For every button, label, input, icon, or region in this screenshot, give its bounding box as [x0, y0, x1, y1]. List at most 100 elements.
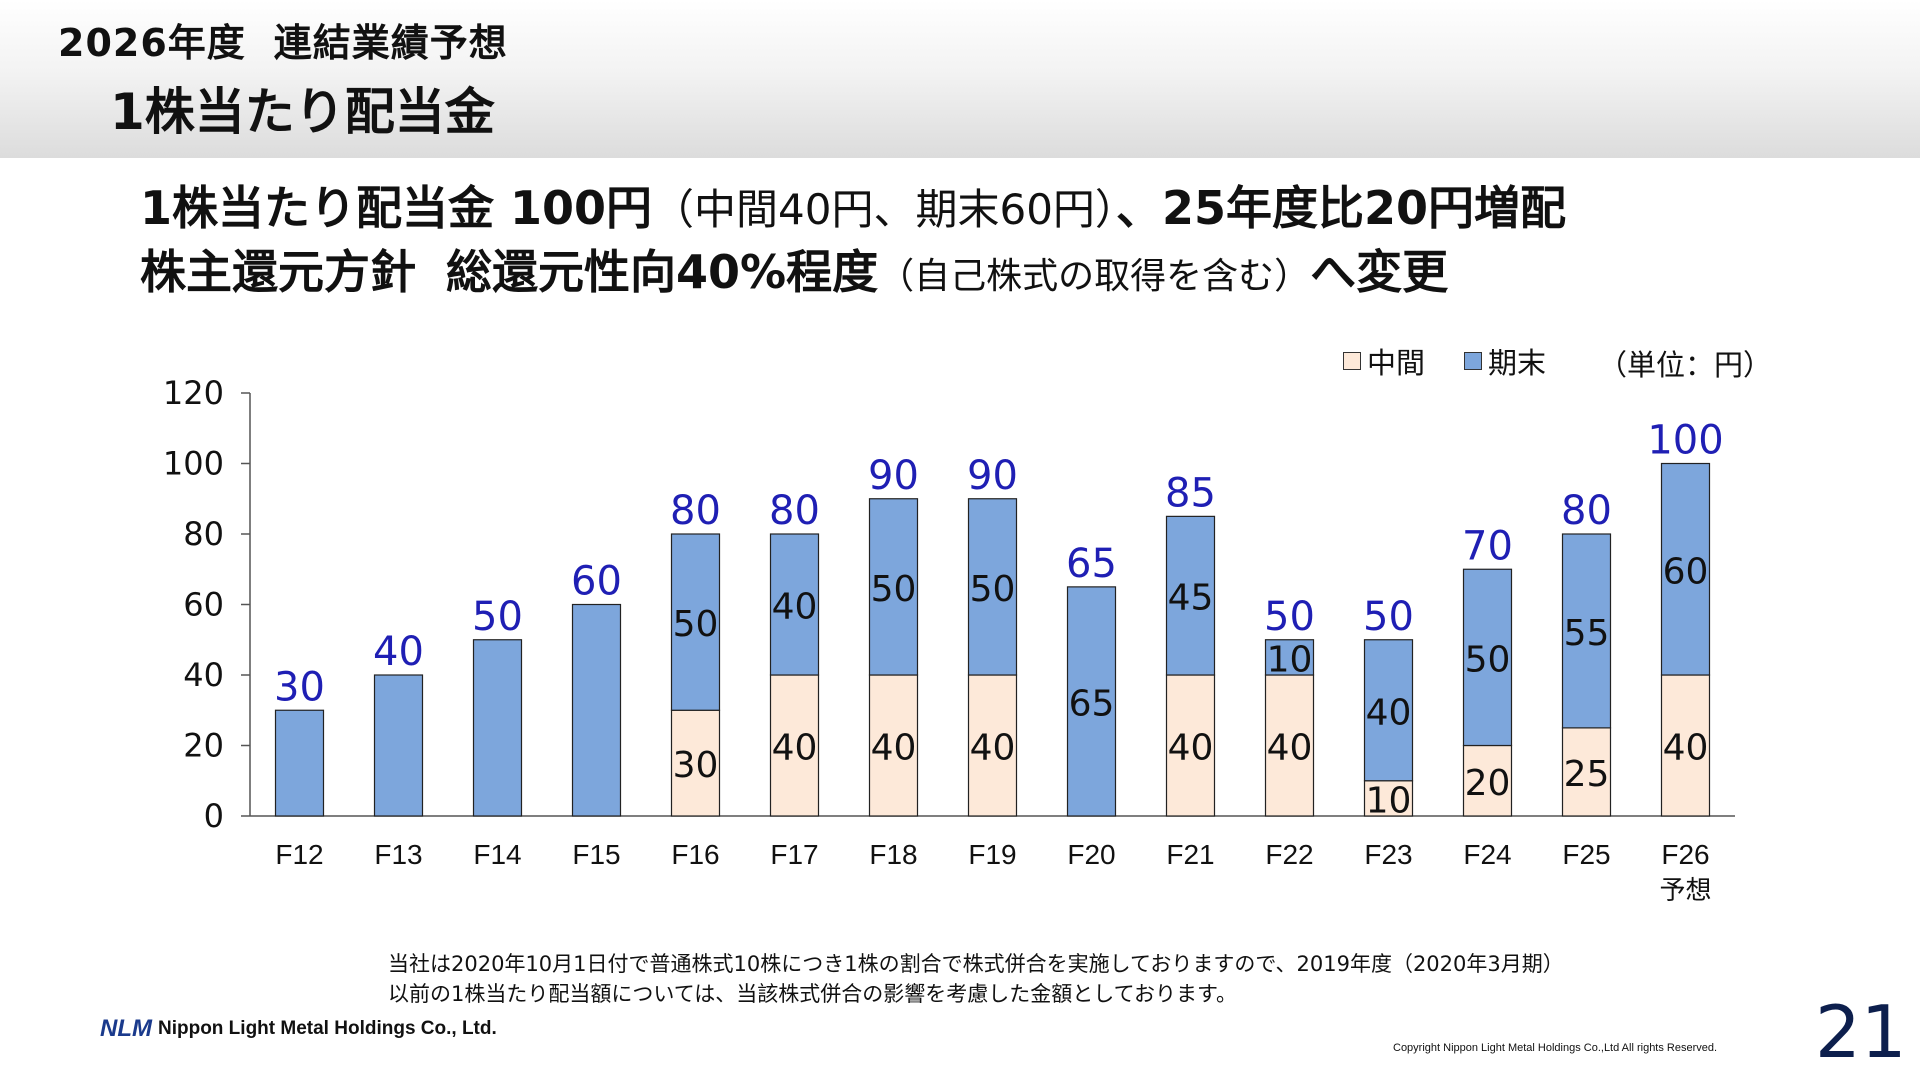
bar-interim	[967, 674, 1018, 817]
headline-policy-note: （自己株式の取得を含む）	[878, 256, 1311, 297]
bar-interim	[769, 674, 820, 817]
legend-year-end-label: 期末	[1488, 346, 1547, 380]
bar-total-label: 65	[1066, 541, 1117, 587]
x-tick-label: F21	[1166, 839, 1214, 870]
bar-total-label: 40	[373, 629, 424, 675]
bar-total-label: 80	[769, 488, 820, 534]
unit-label: （単位：円）	[1598, 348, 1773, 382]
copyright-text: Copyright Nippon Light Metal Holdings Co…	[1393, 1042, 1718, 1054]
headline-dividend: 1株当たり配当金 100円（中間40円、期末60円）、25年度比20円増配	[140, 172, 1566, 238]
x-tick-label: F23	[1364, 839, 1412, 870]
dividend-chart: 0 20 40 60 80 100 120 30 F12 40 F13 50 F14 60 F15 30 50 8…	[163, 374, 1735, 906]
bar-year-end	[571, 603, 622, 817]
bar-year-end-label: 50	[871, 569, 917, 610]
bar-total-label: 50	[1264, 594, 1315, 640]
bar-interim	[1660, 674, 1711, 817]
bar-interim-label: 25	[1564, 754, 1610, 795]
headline-policy-label: 株主還元方針	[140, 245, 416, 299]
bar-year-end	[373, 674, 424, 817]
bar-year-end-label: 45	[1168, 578, 1214, 619]
bar-year-end-label: 55	[1564, 613, 1610, 654]
bar-year-end	[1363, 639, 1414, 782]
logo-mark: NLM	[100, 1015, 152, 1042]
x-tick-sublabel: 予想	[1659, 876, 1711, 906]
bar-year-end-label: 40	[1366, 692, 1412, 733]
fiscal-year-label: 2026年度	[58, 21, 246, 65]
headline-dividend-amount: 1株当たり配当金 100円	[140, 181, 653, 235]
legend-year-end: 期末	[1464, 340, 1546, 382]
legend-year-end-swatch	[1464, 352, 1482, 370]
bar-interim-label: 10	[1366, 780, 1412, 821]
bar-interim-label: 40	[970, 728, 1016, 769]
x-tick-label: F16	[671, 839, 719, 870]
bar-year-end-label: 50	[970, 569, 1016, 610]
bar-total-label: 70	[1462, 523, 1513, 569]
bar-total-label: 90	[967, 453, 1018, 499]
page-title: 1株当たり配当金	[110, 83, 495, 141]
bar-year-end-label: 50	[673, 604, 719, 645]
bar-year-end	[868, 498, 919, 676]
y-tick-label: 120	[163, 374, 224, 412]
x-tick-label: F14	[473, 839, 521, 870]
bar-year-end-label: 40	[772, 587, 818, 628]
bar-total-label: 30	[274, 664, 325, 710]
bar-total-label: 85	[1165, 470, 1216, 516]
bar-interim-label: 40	[1168, 728, 1214, 769]
bar-interim	[1165, 674, 1216, 817]
legend-interim-label: 中間	[1367, 346, 1426, 380]
bar-interim-label: 20	[1465, 763, 1511, 804]
bar-total-label: 60	[571, 559, 622, 605]
bar-interim-label: 30	[673, 745, 719, 786]
x-tick-label: F26	[1661, 839, 1709, 870]
x-tick-label: F15	[572, 839, 620, 870]
y-tick-label: 100	[163, 445, 224, 483]
bar-year-end-label: 65	[1069, 683, 1115, 724]
company-logo: NLM Nippon Light Metal Holdings Co., Ltd…	[100, 1015, 497, 1043]
headline-dividend-breakdown: （中間40円、期末60円）	[652, 185, 1116, 234]
footnote-line2: 以前の1株当たり配当額については、当該株式併合の影響を考慮した金額としております…	[388, 982, 1237, 1006]
y-tick-label: 60	[183, 586, 224, 624]
bar-year-end	[1165, 515, 1216, 676]
bar-interim-label: 40	[1663, 728, 1709, 769]
header-subtitle: 2026年度 連結業績予想	[58, 12, 508, 67]
bar-year-end	[769, 533, 820, 676]
forecast-label: 連結業績予想	[273, 21, 508, 65]
legend-interim: 中間	[1343, 340, 1425, 382]
headline-dividend-increase: 、25年度比20円増配	[1115, 181, 1566, 235]
bar-interim-label: 40	[772, 728, 818, 769]
x-tick-label: F20	[1067, 839, 1115, 870]
header-band	[0, 0, 1920, 158]
x-tick-label: F22	[1265, 839, 1313, 870]
bar-year-end-label: 50	[1465, 639, 1511, 680]
bar-interim-label: 40	[1267, 728, 1313, 769]
bar-total-label: 90	[868, 453, 919, 499]
bar-total-label: 80	[670, 488, 721, 534]
x-tick-label: F25	[1562, 839, 1610, 870]
bar-year-end	[1066, 586, 1117, 817]
company-name: Nippon Light Metal Holdings Co., Ltd.	[157, 1018, 497, 1039]
bar-year-end	[1660, 462, 1711, 676]
x-tick-label: F17	[770, 839, 818, 870]
bar-total-label: 50	[1363, 594, 1414, 640]
bar-year-end	[472, 639, 523, 817]
x-tick-label: F13	[374, 839, 422, 870]
bar-year-end-label: 60	[1663, 551, 1709, 592]
x-tick-label: F19	[968, 839, 1016, 870]
bar-interim	[868, 674, 919, 817]
bar-year-end	[1264, 639, 1315, 676]
bar-year-end	[274, 709, 325, 817]
x-tick-label: F12	[275, 839, 323, 870]
bar-year-end-label: 10	[1267, 639, 1313, 680]
y-tick-label: 20	[183, 727, 224, 765]
y-tick-label: 40	[183, 656, 224, 694]
bar-total-label: 100	[1647, 418, 1723, 464]
page-number: 21	[1815, 990, 1907, 1074]
bar-year-end	[670, 533, 721, 711]
bar-total-label: 50	[472, 594, 523, 640]
headline-policy-change: へ変更	[1310, 245, 1449, 299]
y-tick-label: 80	[183, 515, 224, 553]
bar-interim-label: 40	[871, 728, 917, 769]
x-tick-label: F18	[869, 839, 917, 870]
bar-total-label: 80	[1561, 488, 1612, 534]
bar-year-end	[967, 498, 1018, 676]
